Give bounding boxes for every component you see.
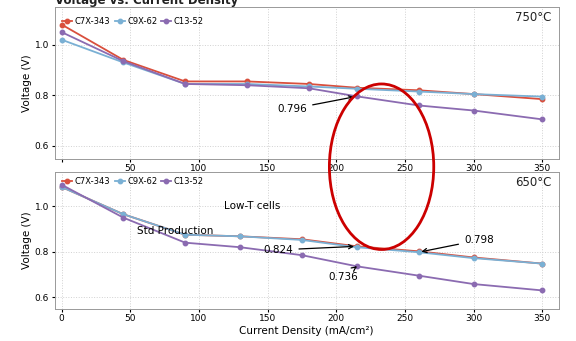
C9X-62 <box>470 256 477 260</box>
Legend: C7X-343, C9X-62, C13-52: C7X-343, C9X-62, C13-52 <box>59 14 207 30</box>
C13-52 <box>181 241 188 245</box>
C7X-343 <box>181 233 188 237</box>
Line: C9X-62: C9X-62 <box>59 38 544 99</box>
C7X-343 <box>181 79 188 84</box>
C9X-62 <box>415 89 422 93</box>
Line: C13-52: C13-52 <box>59 182 544 293</box>
X-axis label: Current Density (mA/cm²): Current Density (mA/cm²) <box>240 326 374 336</box>
C7X-343 <box>305 82 312 86</box>
Y-axis label: Voltage (V): Voltage (V) <box>22 54 32 112</box>
C13-52 <box>415 103 422 107</box>
C7X-343 <box>470 255 477 260</box>
Text: Low-T cells: Low-T cells <box>223 201 280 211</box>
C13-52 <box>244 83 251 87</box>
C7X-343 <box>298 237 305 241</box>
Text: Std Production: Std Production <box>137 226 214 236</box>
C7X-343 <box>354 86 361 90</box>
C9X-62 <box>539 94 545 99</box>
C7X-343 <box>354 244 361 248</box>
C13-52 <box>120 216 127 220</box>
C9X-62 <box>120 212 127 216</box>
C9X-62 <box>181 82 188 86</box>
C9X-62 <box>181 233 188 237</box>
C9X-62 <box>120 60 127 64</box>
Legend: C7X-343, C9X-62, C13-52: C7X-343, C9X-62, C13-52 <box>59 174 207 189</box>
C13-52 <box>354 264 361 268</box>
C7X-343 <box>237 234 244 238</box>
C9X-62 <box>298 238 305 242</box>
C9X-62 <box>58 38 65 42</box>
C13-52 <box>305 86 312 90</box>
Line: C7X-343: C7X-343 <box>59 22 544 101</box>
C9X-62 <box>470 92 477 96</box>
C9X-62 <box>305 85 312 89</box>
Text: 0.824: 0.824 <box>264 244 353 255</box>
C7X-343 <box>415 249 422 253</box>
C13-52 <box>470 282 477 286</box>
C7X-343 <box>539 262 545 266</box>
C7X-343 <box>244 79 251 84</box>
Text: 750°C: 750°C <box>515 11 551 24</box>
C9X-62 <box>415 250 422 254</box>
Text: Voltage vs. Current Density: Voltage vs. Current Density <box>55 0 238 7</box>
C9X-62 <box>354 87 361 91</box>
Y-axis label: Voltage (V): Voltage (V) <box>22 212 32 269</box>
C7X-343 <box>539 97 545 101</box>
C9X-62 <box>244 82 251 86</box>
Text: 0.796: 0.796 <box>278 96 353 114</box>
C13-52 <box>539 288 545 293</box>
C7X-343 <box>120 58 127 62</box>
C13-52 <box>354 94 361 99</box>
C13-52 <box>539 117 545 121</box>
C13-52 <box>415 273 422 278</box>
C9X-62 <box>237 234 244 238</box>
C7X-343 <box>58 185 65 189</box>
C9X-62 <box>539 262 545 266</box>
Text: 0.736: 0.736 <box>328 267 358 282</box>
C13-52 <box>58 183 65 187</box>
C7X-343 <box>120 212 127 216</box>
C9X-62 <box>58 185 65 189</box>
C9X-62 <box>354 245 361 249</box>
C13-52 <box>120 59 127 63</box>
C7X-343 <box>58 23 65 27</box>
C13-52 <box>298 253 305 257</box>
Text: 0.798: 0.798 <box>423 235 494 253</box>
C13-52 <box>470 108 477 113</box>
C13-52 <box>58 30 65 34</box>
Line: C9X-62: C9X-62 <box>59 185 544 266</box>
C13-52 <box>181 82 188 86</box>
C7X-343 <box>415 88 422 92</box>
C7X-343 <box>470 92 477 96</box>
Line: C13-52: C13-52 <box>59 30 544 122</box>
Line: C7X-343: C7X-343 <box>59 185 544 266</box>
C13-52 <box>237 245 244 249</box>
Text: 650°C: 650°C <box>515 176 551 189</box>
